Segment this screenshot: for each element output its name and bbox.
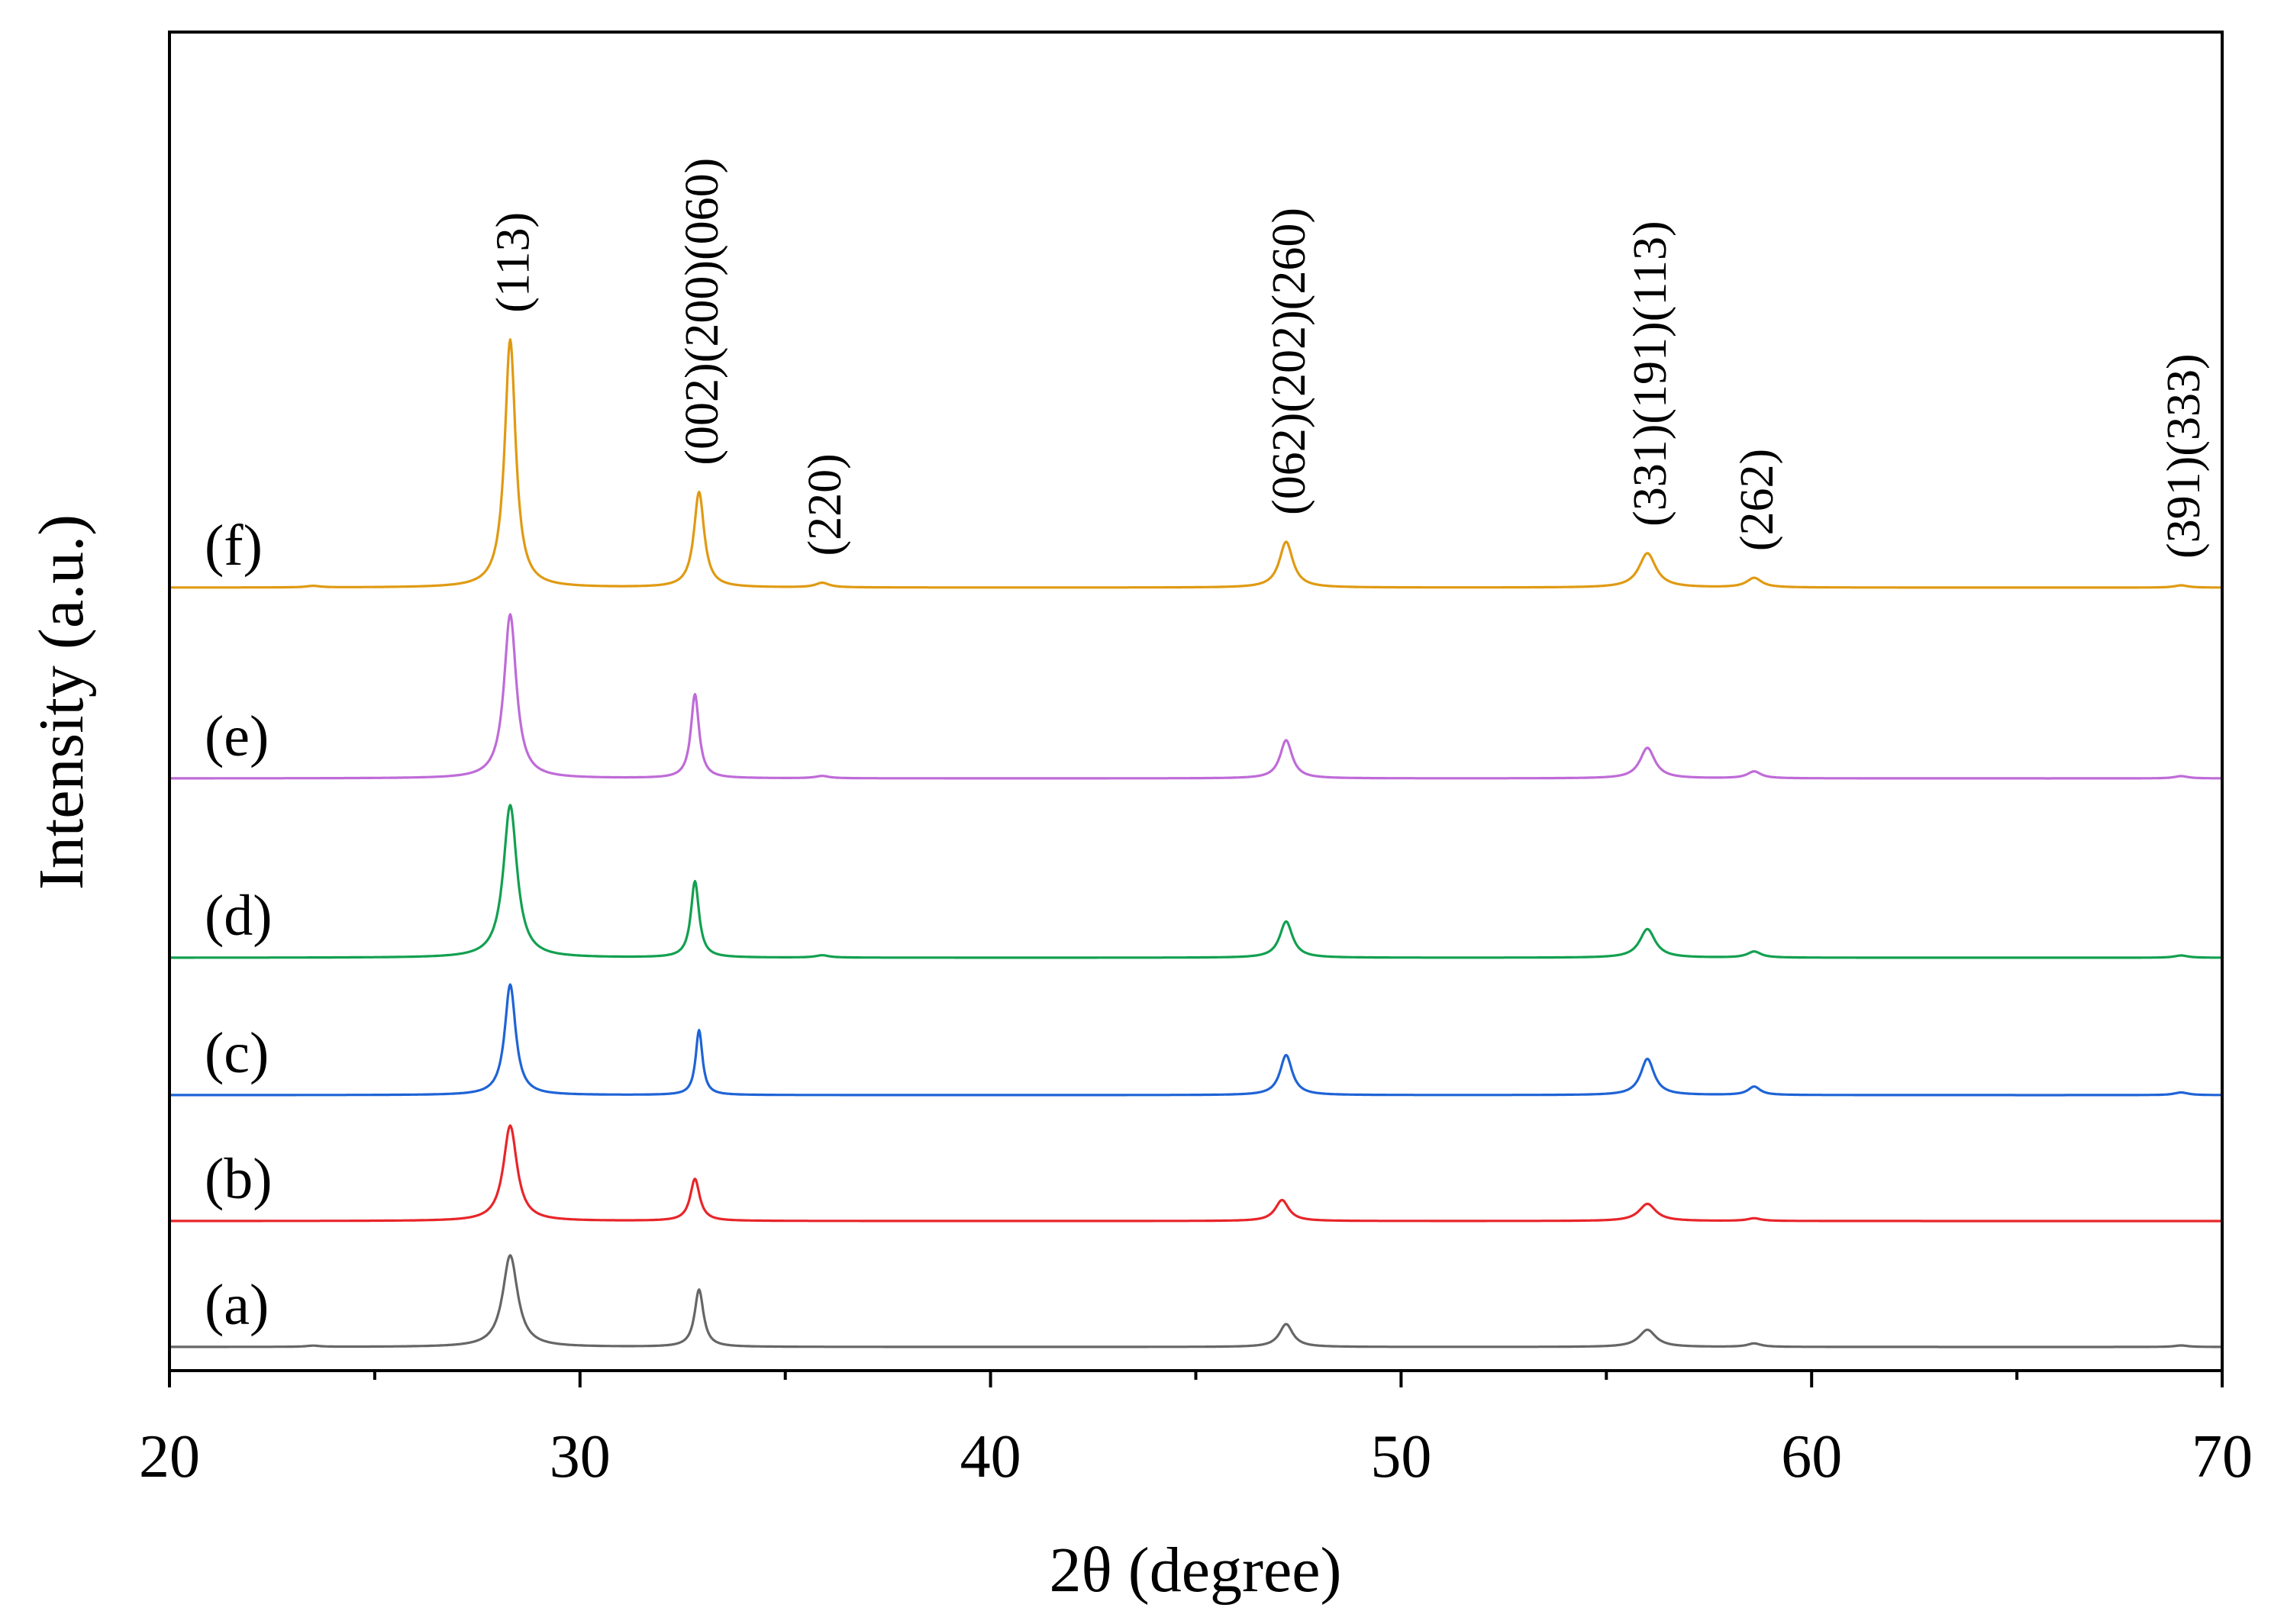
series-line-4 <box>169 804 2223 959</box>
series-line-1 <box>169 1254 2223 1348</box>
series-line-2 <box>169 1124 2223 1223</box>
peak-annotation-6: (262) <box>1731 449 1783 551</box>
x-tick-label-20: 20 <box>139 1423 200 1490</box>
peak-annotations: (113) (002)(200)(060) (220) (062)(202)(260)… <box>487 158 2210 559</box>
x-axis-label: 2θ (degree) <box>1049 1535 1341 1606</box>
series-line-3 <box>169 983 2223 1097</box>
peak-annotation-4: (062)(202)(260) <box>1263 208 1315 515</box>
peak-annotation-7: (391)(333) <box>2158 353 2210 559</box>
curve-label-6: (f) <box>205 514 263 578</box>
curve-label-3: (c) <box>205 1021 269 1085</box>
x-tick-label-50: 50 <box>1370 1423 1431 1490</box>
curve-label-4: (d) <box>205 884 273 948</box>
series-line-5 <box>169 613 2223 780</box>
x-axis-ticks: 20 30 40 50 60 70 <box>139 1371 2253 1490</box>
x-tick-label-60: 60 <box>1781 1423 1842 1490</box>
x-tick-label-30: 30 <box>550 1423 611 1490</box>
series-layer <box>169 338 2223 1348</box>
peak-annotation-2: (002)(200)(060) <box>676 158 728 466</box>
y-axis-label: Intensity (a.u.) <box>26 514 97 890</box>
x-tick-label-70: 70 <box>2192 1423 2253 1490</box>
series-line-6 <box>169 338 2223 589</box>
peak-annotation-1: (113) <box>487 212 539 313</box>
peak-annotation-5: (331)(191)(113) <box>1624 221 1676 527</box>
curve-label-2: (b) <box>205 1147 273 1211</box>
curve-label-1: (a) <box>205 1273 269 1337</box>
x-tick-label-40: 40 <box>960 1423 1021 1490</box>
curve-label-5: (e) <box>205 704 269 768</box>
peak-annotation-3: (220) <box>799 453 851 556</box>
curve-labels: (a) (b) (c) (d) (e) (f) <box>205 514 273 1337</box>
